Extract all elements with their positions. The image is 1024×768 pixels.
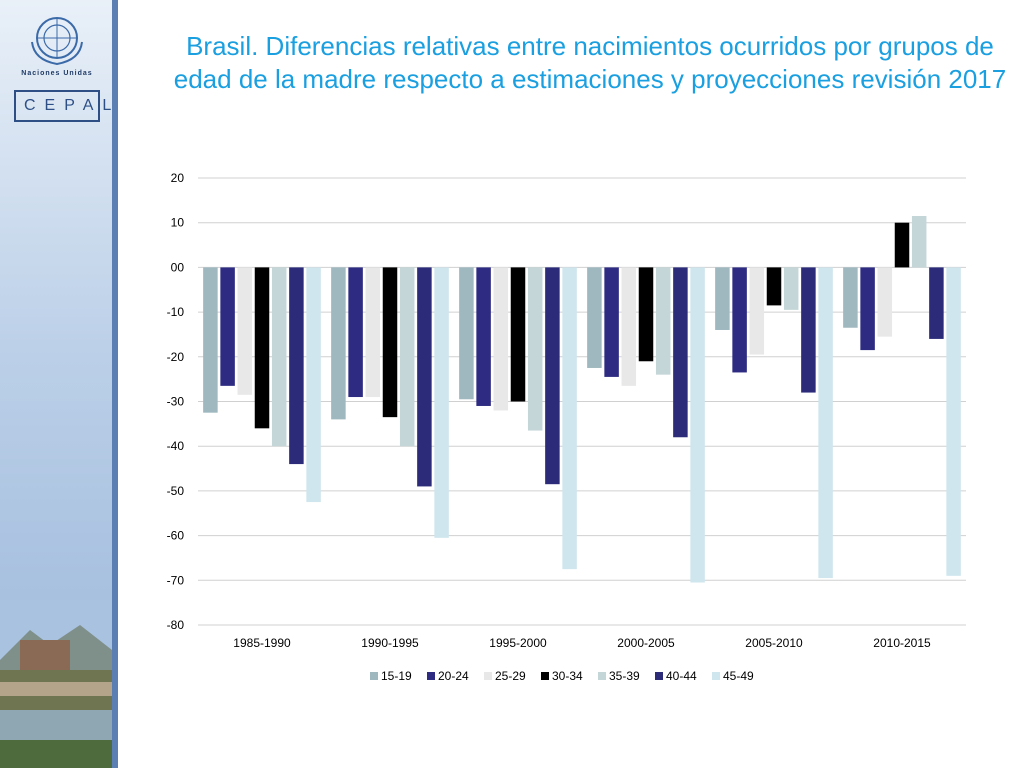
y-tick-label: -40 [167,439,185,453]
bar-25-29 [493,267,509,411]
legend-swatch [370,672,378,680]
bar-35-39 [399,267,415,447]
legend-label: 30-34 [552,669,583,683]
sidebar-stripe [112,0,118,768]
legend-swatch [427,672,435,680]
y-tick-label: -70 [167,573,185,587]
bar-30-34 [894,222,910,268]
bar-25-29 [749,267,765,355]
bar-25-29 [877,267,893,337]
y-tick-label: 10 [171,216,185,230]
bar-20-24 [860,267,875,351]
bar-45-49 [946,267,961,576]
bar-45-49 [562,267,577,570]
bar-chart: 20 10 00 -10 -20 -30 -40 -50 -60 -70 -80 1985-1990 1… [167,171,966,683]
bar-40-44 [545,267,560,485]
bar-35-39 [911,215,927,268]
y-tick-label: -50 [167,484,185,498]
y-tick-label: -30 [167,395,185,409]
legend-swatch [484,672,492,680]
y-tick-label: -60 [167,529,185,543]
x-tick-label: 2000-2005 [617,636,675,650]
bar-35-39 [655,267,671,375]
bar-15-19 [203,267,218,413]
bar-40-44 [673,267,688,438]
y-tick-label: 20 [171,171,185,185]
bar-30-34 [382,267,398,418]
legend-label: 40-44 [666,669,697,683]
legend-swatch [712,672,720,680]
bar-35-39 [527,267,543,431]
legend-label: 20-24 [438,669,469,683]
bar-30-34 [510,267,526,402]
bar-15-19 [459,267,474,400]
bar-35-39 [783,267,799,310]
bar-45-49 [306,267,321,503]
bar-15-19 [715,267,730,330]
bar-40-44 [801,267,816,393]
x-tick-label: 2005-2010 [745,636,803,650]
page-title: Brasil. Diferencias relativas entre naci… [173,31,1007,94]
bar-25-29 [237,267,253,395]
y-tick-label: -10 [167,305,185,319]
legend-swatch [598,672,606,680]
bar-25-29 [365,267,381,398]
bar-20-24 [604,267,619,377]
bar-15-19 [843,267,858,328]
cepal-logo: CEPAL [14,90,111,122]
bar-20-24 [732,267,747,373]
un-emblem-icon [31,17,83,66]
bar-30-34 [254,267,270,429]
bar-30-34 [766,267,782,306]
x-tick-label: 1985-1990 [233,636,291,650]
legend-label: 15-19 [381,669,412,683]
bar-15-19 [331,267,346,420]
legend-swatch [541,672,549,680]
bar-40-44 [929,267,944,339]
bar-20-24 [476,267,491,406]
bar-40-44 [289,267,304,465]
x-tick-label: 1990-1995 [361,636,419,650]
un-label: Naciones Unidas [21,70,93,77]
x-tick-label: 1995-2000 [489,636,547,650]
legend-label: 35-39 [609,669,640,683]
y-tick-label: -80 [167,618,185,632]
bar-45-49 [690,267,705,583]
legend-swatch [655,672,663,680]
legend-label: 25-29 [495,669,526,683]
bar-15-19 [587,267,602,368]
bar-25-29 [621,267,637,386]
bar-35-39 [271,267,287,447]
y-tick-label: 00 [171,260,185,274]
bar-20-24 [220,267,235,386]
bar-20-24 [348,267,363,398]
bar-45-49 [818,267,833,579]
legend-label: 45-49 [723,669,754,683]
bar-45-49 [434,267,449,538]
bar-30-34 [638,267,654,362]
building-photo [0,600,112,768]
x-tick-label: 2010-2015 [873,636,931,650]
bar-40-44 [417,267,432,487]
y-tick-label: -20 [167,350,185,364]
